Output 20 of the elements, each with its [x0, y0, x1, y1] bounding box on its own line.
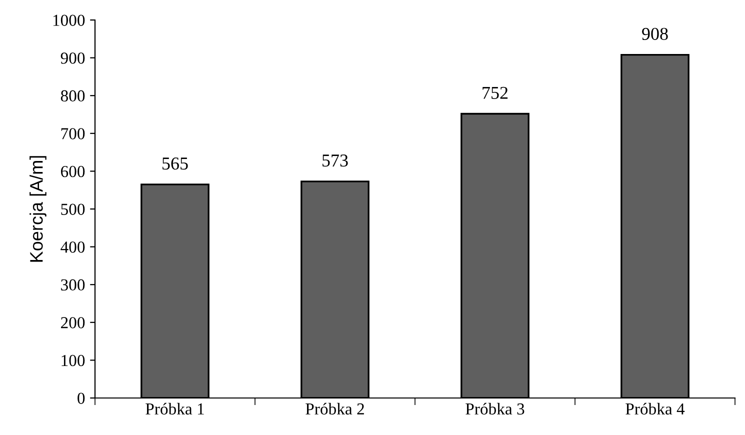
y-tick-label: 400 [60, 242, 85, 253]
y-tick-label: 700 [61, 128, 85, 140]
x-tick-label: Próbka 1 [146, 402, 204, 415]
x-tick-label: Próbka 3 [466, 402, 524, 415]
y-tick-label: 600 [60, 166, 85, 178]
y-tick-label: 0 [78, 392, 85, 404]
data-label: 565 [162, 158, 188, 170]
data-label: 908 [642, 28, 668, 40]
y-tick-label: 300 [61, 279, 85, 291]
y-tick-label: 100 [62, 354, 85, 366]
data-label: 752 [482, 86, 508, 99]
x-tick-label: Próbka 2 [306, 402, 364, 415]
y-tick-label: 900 [60, 52, 85, 64]
y-tick-label: 200 [61, 317, 85, 328]
y-axis-title: Koercja [A/m] [30, 156, 46, 262]
x-tick-label: Próbka 4 [626, 402, 685, 415]
y-tick-label: 500 [61, 204, 85, 215]
y-tick-label: 1000 [53, 14, 85, 26]
y-tick-label: 800 [60, 90, 85, 102]
data-label: 573 [322, 154, 348, 167]
